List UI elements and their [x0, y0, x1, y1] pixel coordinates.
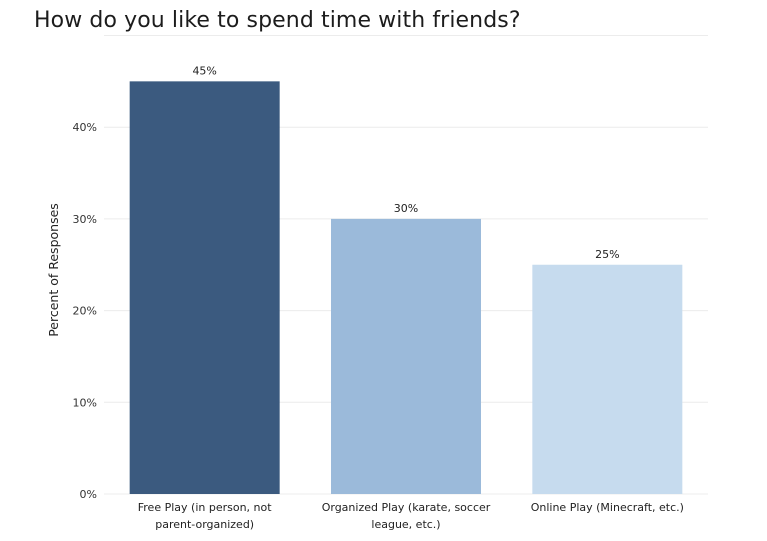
y-tick-label: 30% — [73, 213, 97, 226]
data-label: 30% — [394, 202, 418, 215]
y-axis-title: Percent of Responses — [46, 203, 61, 337]
bar — [331, 218, 481, 494]
data-labels: 45% 30% 25% — [192, 64, 619, 260]
category-label: Free Play (in person, not — [138, 501, 272, 514]
category-label: Online Play (Minecraft, etc.) — [531, 501, 684, 514]
category-label: parent-organized) — [155, 518, 254, 531]
category-labels: Free Play (in person, not parent-organize… — [138, 501, 684, 531]
y-tick-label: 20% — [73, 305, 97, 318]
y-tick-label: 10% — [73, 396, 97, 409]
y-tick-label: 0% — [80, 488, 97, 501]
category-label: league, etc.) — [371, 518, 440, 531]
y-tick-labels: 0% 10% 20% 30% 40% — [73, 121, 97, 501]
category-label: Organized Play (karate, soccer — [322, 501, 491, 514]
data-label: 45% — [192, 64, 216, 77]
data-label: 25% — [595, 248, 619, 261]
bar — [532, 264, 683, 494]
chart-title: How do you like to spend time with frien… — [34, 8, 521, 33]
bar — [129, 81, 280, 494]
y-tick-label: 40% — [73, 121, 97, 134]
bars — [129, 81, 683, 494]
